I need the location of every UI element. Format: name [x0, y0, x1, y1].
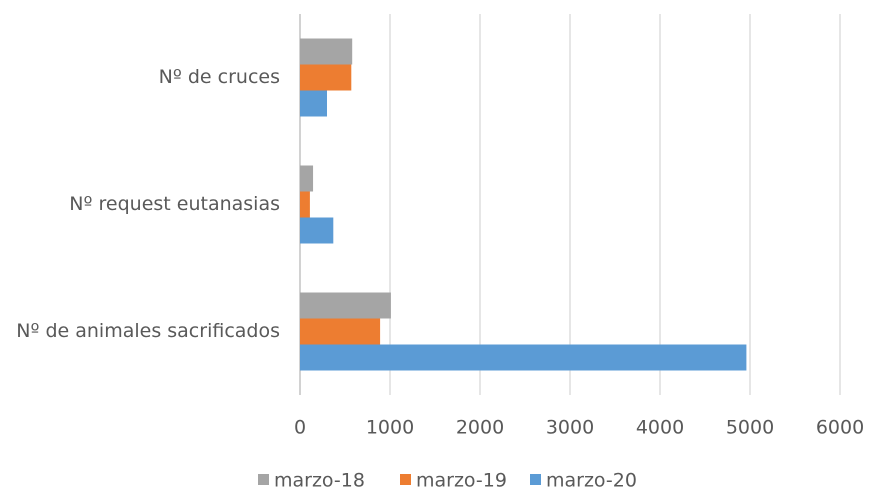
legend-swatch — [530, 474, 541, 485]
bar — [300, 318, 381, 345]
bar — [300, 344, 747, 371]
bar — [300, 38, 353, 65]
bar — [300, 90, 327, 117]
bar — [300, 217, 334, 244]
bar — [300, 64, 352, 91]
x-tick-label: 4000 — [636, 417, 684, 439]
y-tick-label: Nº de animales sacrificados — [16, 320, 280, 342]
y-tick-label: Nº de cruces — [159, 66, 280, 88]
x-tick-label: 1000 — [366, 417, 414, 439]
legend-label: marzo-19 — [416, 470, 507, 492]
x-tick-label: 0 — [294, 417, 306, 439]
bar — [300, 292, 391, 319]
bar — [300, 191, 310, 218]
legend-swatch — [400, 474, 411, 485]
x-tick-label: 2000 — [456, 417, 504, 439]
x-tick-label: 6000 — [816, 417, 864, 439]
legend-swatch — [258, 474, 269, 485]
bar — [300, 165, 314, 192]
x-tick-label: 5000 — [726, 417, 774, 439]
legend-label: marzo-18 — [274, 470, 365, 492]
legend-label: marzo-20 — [546, 470, 637, 492]
x-tick-label: 3000 — [546, 417, 594, 439]
y-tick-label: Nº request eutanasias — [69, 193, 280, 215]
